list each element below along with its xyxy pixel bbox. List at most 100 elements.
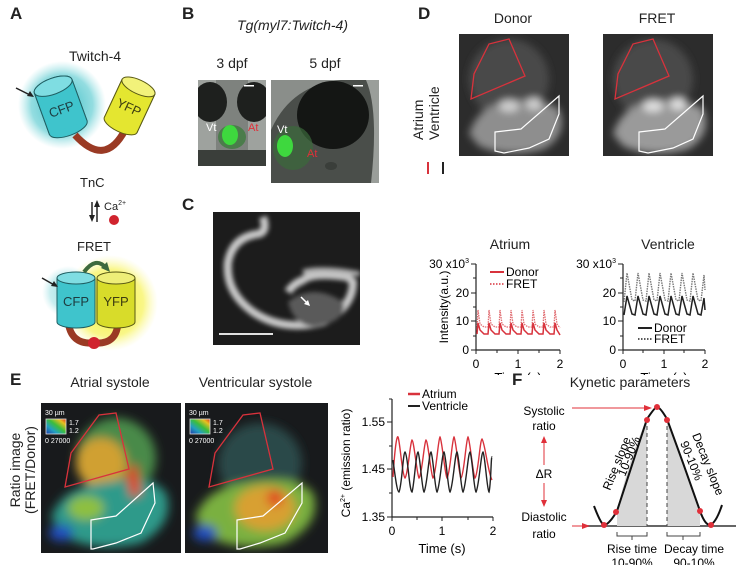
donor-image-title: Donor xyxy=(493,10,533,26)
svg-text:1.2: 1.2 xyxy=(213,428,223,435)
svg-text:1.55: 1.55 xyxy=(362,415,386,429)
svg-text:0: 0 xyxy=(389,524,396,538)
svg-text:30 µm: 30 µm xyxy=(189,410,209,417)
fret-image xyxy=(603,34,713,156)
svg-text:10: 10 xyxy=(456,314,470,328)
yfp-cylinder: YFP xyxy=(103,76,156,136)
ventricle-chart-title: Ventricle xyxy=(641,236,695,252)
svg-text:20: 20 xyxy=(603,286,617,300)
svg-text:2: 2 xyxy=(702,357,709,371)
svg-text:1.35: 1.35 xyxy=(362,510,386,524)
panel-label-d: D xyxy=(418,4,431,23)
equilibrium-arrows xyxy=(89,200,100,222)
kinetic-parameters-diagram: Systolic ratio ΔR Diastolic ratio Rise s… xyxy=(521,404,736,565)
svg-text:Ventricle: Ventricle xyxy=(422,399,468,413)
svg-text:FRET: FRET xyxy=(506,277,538,291)
fret-image-title: FRET xyxy=(638,10,676,26)
svg-text:1.2: 1.2 xyxy=(69,428,79,435)
svg-text:30 µm: 30 µm xyxy=(45,410,65,417)
roi-atrium-label: Atrium xyxy=(410,99,426,140)
twitch-schematic: CFP YFP TnC Ca2+ CFP xyxy=(15,61,158,351)
svg-text:ratio: ratio xyxy=(532,419,556,433)
svg-text:Time (s): Time (s) xyxy=(494,370,541,375)
embryo-5dpf-image: Vt At xyxy=(271,80,379,183)
ventricle-axes: 30 x103 20 10 0 0 1 2 Donor FRET Time (s… xyxy=(576,257,709,375)
atrium-chart-title: Atrium xyxy=(489,236,531,252)
svg-text:Rise time: Rise time xyxy=(607,542,657,556)
svg-text:Decay time: Decay time xyxy=(664,542,724,556)
bound-calcium xyxy=(88,337,100,349)
svg-text:Intensity(a.u.): Intensity(a.u.) xyxy=(437,271,451,344)
svg-text:90-10%: 90-10% xyxy=(673,556,715,565)
svg-text:Donor: Donor xyxy=(654,321,687,335)
cfp-cylinder: CFP xyxy=(33,75,88,139)
calcium-ion xyxy=(109,215,119,225)
panel-label-b: B xyxy=(182,4,195,23)
svg-text:1.7: 1.7 xyxy=(213,420,223,427)
svg-text:10-90%: 10-90% xyxy=(611,556,653,565)
svg-text:30 x103: 30 x103 xyxy=(576,257,616,271)
donor-image xyxy=(459,34,569,156)
atrium-axes: 30 x103 20 10 0 0 1 2 Intensity(a.u.) Do… xyxy=(429,257,564,375)
twitch-title: Twitch-4 xyxy=(68,48,122,64)
panel-d-plots: 30 x103 20 10 0 0 1 2 Intensity(a.u.) Do… xyxy=(400,250,736,375)
panel-label-a: A xyxy=(10,4,23,23)
atrium-roi-swatch xyxy=(427,162,429,174)
ventricular-systole-ratio-image: 30 µm 1.7 1.2 0 27000 xyxy=(185,403,328,553)
atrium-label: At xyxy=(307,148,318,160)
transgenic-line-title: Tg(myl7:Twitch-4) xyxy=(237,17,348,33)
svg-text:Donor: Donor xyxy=(506,265,539,279)
fret-label: FRET xyxy=(77,239,111,254)
svg-text:1: 1 xyxy=(439,524,446,538)
ca-label: Ca2+ xyxy=(104,200,126,213)
svg-text:0: 0 xyxy=(473,357,480,371)
panel-label-f: F xyxy=(512,370,523,389)
heart-fluorescence-image xyxy=(213,212,360,345)
svg-text:2: 2 xyxy=(557,357,564,371)
svg-text:Diastolic: Diastolic xyxy=(521,510,566,524)
svg-text:Time (s): Time (s) xyxy=(640,370,687,375)
svg-text:ΔR: ΔR xyxy=(536,467,553,481)
svg-text:YFP: YFP xyxy=(103,294,128,309)
svg-text:0: 0 xyxy=(462,343,469,357)
svg-text:10: 10 xyxy=(603,314,617,328)
yfp-cylinder-bound: YFP xyxy=(96,271,136,329)
atrial-systole-title: Atrial systole xyxy=(70,374,150,390)
svg-text:0: 0 xyxy=(620,357,627,371)
stage-5dpf-title: 5 dpf xyxy=(309,55,341,71)
svg-text:Time (s): Time (s) xyxy=(418,541,465,556)
svg-text:1.45: 1.45 xyxy=(362,462,386,476)
panel-label-c: C xyxy=(182,195,195,214)
svg-text:FRET: FRET xyxy=(654,332,686,346)
roi-ventricle-label: Ventricle xyxy=(426,86,442,140)
atrial-systole-ratio-image: 30 µm 1.7 1.2 0 27000 xyxy=(41,403,181,553)
ventricular-systole-title: Ventricular systole xyxy=(198,374,313,390)
svg-text:Atrium: Atrium xyxy=(422,387,457,401)
svg-text:1: 1 xyxy=(515,357,522,371)
svg-text:Systolic: Systolic xyxy=(523,404,564,418)
svg-text:1: 1 xyxy=(661,357,668,371)
svg-text:0 27000: 0 27000 xyxy=(189,438,214,445)
tnc-linker xyxy=(72,128,129,154)
svg-text:0 27000: 0 27000 xyxy=(45,438,70,445)
embryo-3dpf-image: Vt At xyxy=(198,80,266,166)
cfp-cylinder-bound: CFP xyxy=(56,271,96,329)
emission-ratio-chart: 1.55 1.45 1.35 0 1 2 Time (s) Ca2+ (emis… xyxy=(339,387,497,556)
stage-3dpf-title: 3 dpf xyxy=(216,55,248,71)
svg-text:20: 20 xyxy=(456,286,470,300)
svg-text:ratio: ratio xyxy=(532,527,556,541)
kinetic-parameters-title: Kynetic parameters xyxy=(569,374,691,390)
svg-text:Ca2+ (emission ratio): Ca2+ (emission ratio) xyxy=(339,409,353,518)
ventricle-label: Vt xyxy=(277,124,288,136)
atrium-label: At xyxy=(248,122,259,134)
svg-text:1.7: 1.7 xyxy=(69,420,79,427)
svg-text:CFP: CFP xyxy=(63,294,89,309)
svg-text:0: 0 xyxy=(609,343,616,357)
svg-text:30 x103: 30 x103 xyxy=(429,257,469,271)
ratio-image-ylabel: Ratio image (FRET/Donor) xyxy=(7,426,38,514)
tnc-label: TnC xyxy=(80,175,105,190)
ventricle-roi-swatch xyxy=(442,162,444,174)
panel-label-e: E xyxy=(10,370,22,389)
svg-text:2: 2 xyxy=(490,524,497,538)
ventricle-label: Vt xyxy=(206,122,217,134)
